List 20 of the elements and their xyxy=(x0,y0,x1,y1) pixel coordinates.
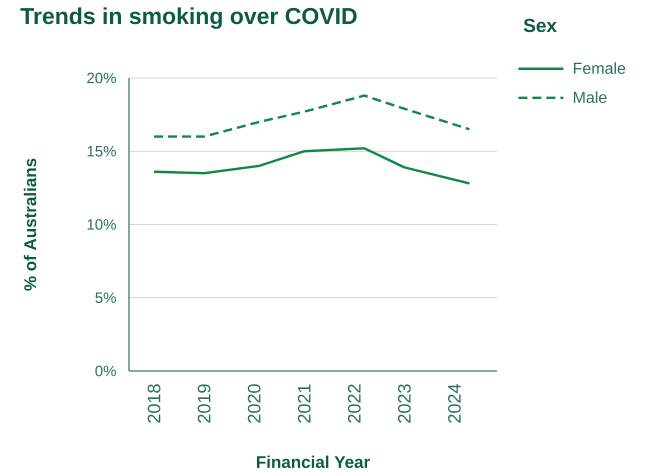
x-tick-label: 2021 xyxy=(298,384,311,423)
y-tick-label: 15% xyxy=(88,146,116,157)
legend-label: Female xyxy=(574,62,626,74)
x-tick-label: 2018 xyxy=(148,384,160,423)
chart-title: Trends in smoking over COVID xyxy=(20,7,357,29)
y-tick-label: 5% xyxy=(95,292,116,304)
legend-title: Sex xyxy=(524,18,557,32)
x-tick-label: 2022 xyxy=(348,384,361,423)
x-tick-label: 2019 xyxy=(198,384,210,423)
line-series xyxy=(152,94,471,138)
y-tick-label: 0% xyxy=(95,366,116,376)
y-axis-title: % of Australians xyxy=(24,158,36,291)
x-tick-label: 2024 xyxy=(448,384,461,423)
y-tick-label: 20% xyxy=(87,72,116,84)
x-tick-label: 2020 xyxy=(248,384,261,423)
y-tick-label: 10% xyxy=(88,219,116,230)
x-axis-title: Financial Year xyxy=(256,456,370,468)
x-tick-label: 2023 xyxy=(398,384,411,423)
legend-label: Male xyxy=(574,91,607,104)
line-series xyxy=(152,147,471,185)
